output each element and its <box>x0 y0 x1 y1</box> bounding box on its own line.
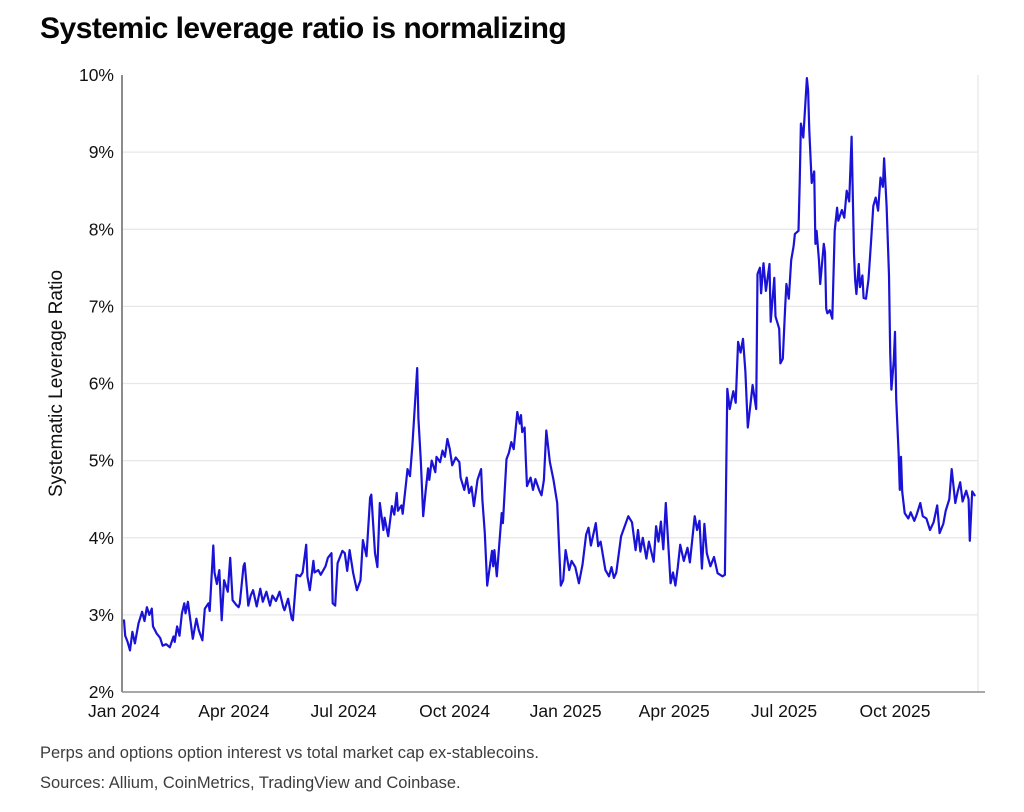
chart-title: Systemic leverage ratio is normalizing <box>40 12 567 45</box>
y-tick-label: 9% <box>89 142 114 162</box>
x-tick-label: Jul 2024 <box>311 701 377 721</box>
x-tick-label: Apr 2025 <box>639 701 710 721</box>
y-tick-label: 2% <box>89 682 114 702</box>
chart-footnotes: Perps and options option interest vs tot… <box>40 738 539 798</box>
y-tick-label: 6% <box>89 374 114 394</box>
y-tick-label: 10% <box>79 65 114 85</box>
x-tick-label: Jan 2025 <box>530 701 602 721</box>
x-tick-label: Jul 2025 <box>751 701 817 721</box>
footnote-sources: Sources: Allium, CoinMetrics, TradingVie… <box>40 774 461 792</box>
leverage-line-series <box>122 76 976 652</box>
y-tick-label: 4% <box>89 528 114 548</box>
footnote-description: Perps and options option interest vs tot… <box>40 744 539 762</box>
y-tick-label: 5% <box>89 451 114 471</box>
x-tick-label: Oct 2024 <box>419 701 490 721</box>
line-chart-svg: 2% 3% 4% 5% 6% 7% 8% 9% 10% Jan 2024 Apr 2024 Jul 2… <box>46 65 985 721</box>
y-tick-label: 8% <box>89 219 114 239</box>
x-tick-label: Apr 2024 <box>198 701 269 721</box>
y-axis-title: Systematic Leverage Ratio <box>46 270 67 497</box>
x-tick-label: Oct 2025 <box>859 701 930 721</box>
y-tick-label: 7% <box>89 296 114 316</box>
y-tick-label: 3% <box>89 605 114 625</box>
x-tick-label: Jan 2024 <box>88 701 160 721</box>
